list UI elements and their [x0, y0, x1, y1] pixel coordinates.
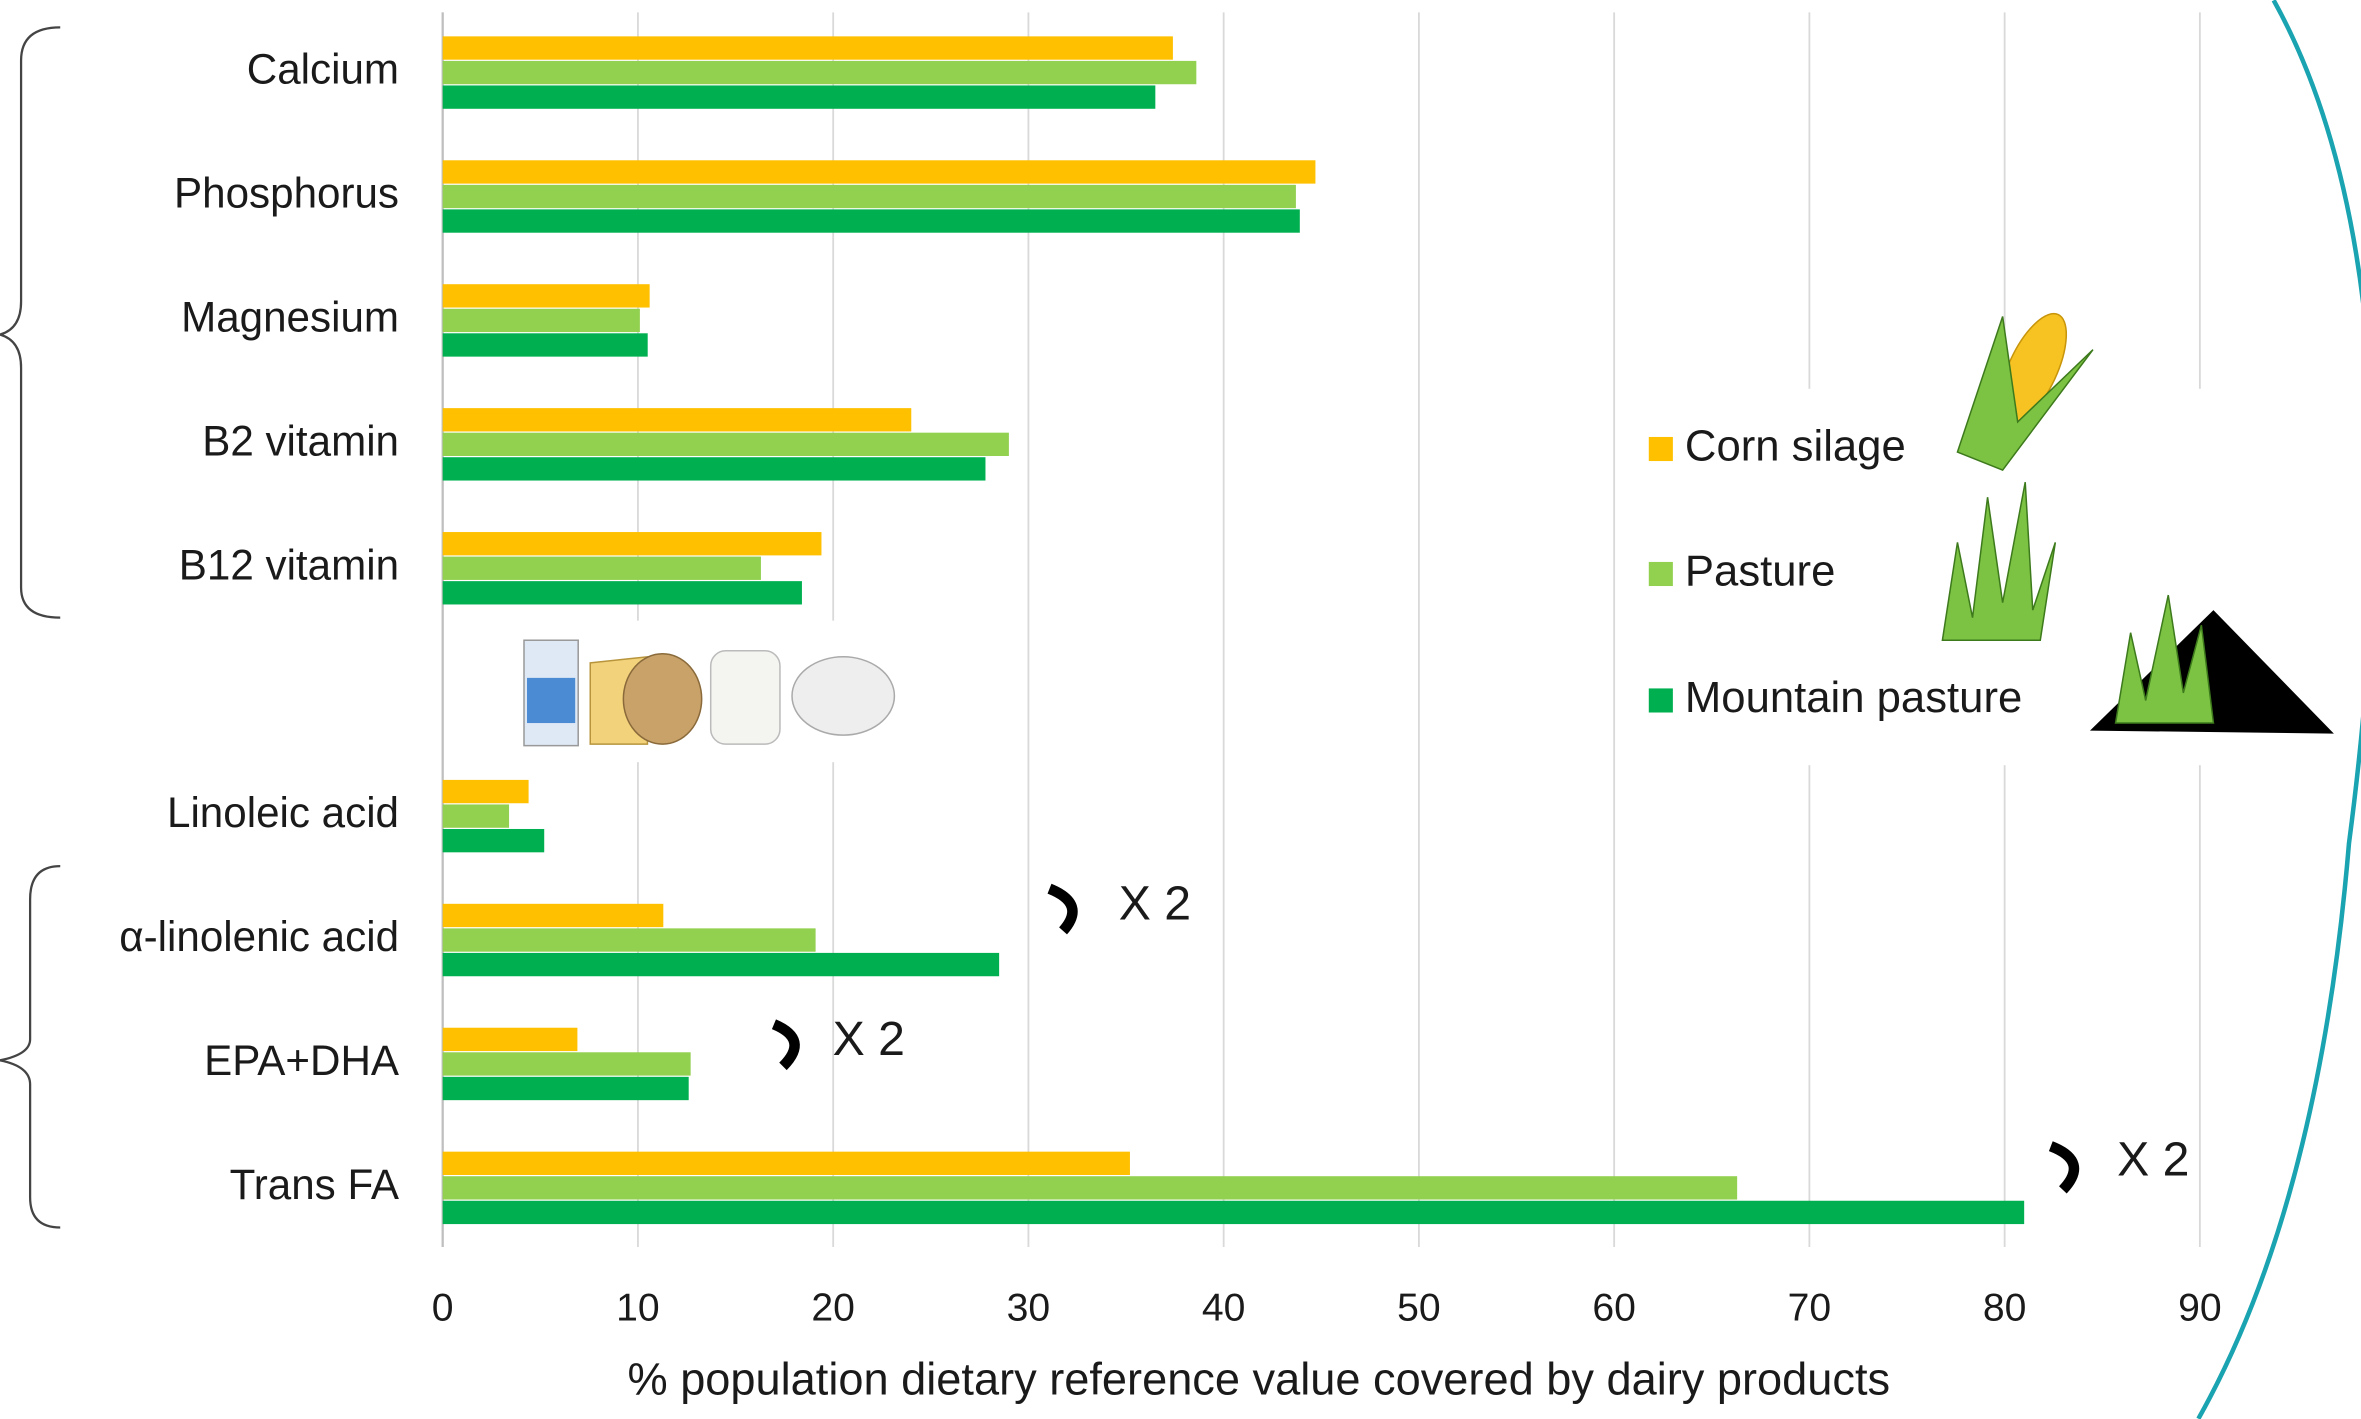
x-tick-label: 80	[1983, 1287, 2027, 1330]
bar	[443, 928, 816, 951]
x-tick-label: 20	[811, 1287, 855, 1330]
bar	[443, 457, 986, 480]
y-tick-label: Magnesium	[181, 294, 399, 341]
y-tick-label: Calcium	[247, 46, 399, 93]
x-tick-label: 50	[1397, 1287, 1441, 1330]
bar	[443, 333, 648, 356]
arrow-icons	[774, 889, 2074, 1190]
legend-label: Mountain pasture	[1685, 673, 2022, 722]
chart: % population dietary reference value cov…	[0, 0, 2361, 1419]
x-tick-label: 30	[1007, 1287, 1051, 1330]
y-tick-label: α-linolenic acid	[119, 913, 399, 960]
bar	[443, 1028, 578, 1051]
bar	[443, 185, 1296, 208]
legend-label: Pasture	[1685, 547, 1835, 596]
bar	[443, 829, 545, 852]
bar	[443, 804, 509, 827]
bar	[443, 1052, 691, 1075]
y-tick-label: B2 vitamin	[202, 417, 399, 464]
y-tick-label: B12 vitamin	[179, 541, 399, 588]
x-tick-label: 70	[1788, 1287, 1832, 1330]
y-tick-label: Linoleic acid	[167, 789, 399, 836]
bar	[443, 780, 529, 803]
bar	[443, 284, 650, 307]
brace	[0, 866, 60, 1227]
bar	[443, 557, 761, 580]
bar	[443, 209, 1300, 232]
y-tick-label: EPA+DHA	[204, 1037, 400, 1084]
x-tick-label: 90	[2178, 1287, 2222, 1330]
y-tick-label: Trans FA	[230, 1161, 400, 1208]
bar	[443, 532, 822, 555]
bar	[443, 1201, 2024, 1224]
bar	[443, 904, 664, 927]
bar	[443, 408, 912, 431]
bar	[443, 85, 1156, 108]
bar	[443, 433, 1009, 456]
x-tick-label: 10	[616, 1287, 660, 1330]
bar	[443, 309, 640, 332]
x-tick-label: 40	[1202, 1287, 1246, 1330]
annotation: X 2	[833, 1012, 905, 1066]
bar	[443, 1077, 689, 1100]
bar	[443, 160, 1316, 183]
legend-swatch	[1649, 562, 1673, 586]
annotation: X 2	[1119, 876, 1191, 930]
legend-swatch	[1649, 688, 1673, 712]
x-tick-label: 60	[1592, 1287, 1636, 1330]
legend-swatch	[1649, 437, 1673, 461]
y-tick-label: Phosphorus	[174, 170, 399, 217]
annotation: X 2	[2117, 1132, 2189, 1186]
bar	[443, 61, 1197, 84]
x-tick-label: 0	[432, 1287, 454, 1330]
bar	[443, 581, 802, 604]
bar	[443, 1176, 1737, 1199]
brace	[0, 27, 60, 617]
bar	[443, 1152, 1130, 1175]
legend-label: Corn silage	[1685, 422, 1906, 471]
bar	[443, 953, 999, 976]
x-axis-label: % population dietary reference value cov…	[628, 1354, 1891, 1405]
bar	[443, 36, 1173, 59]
